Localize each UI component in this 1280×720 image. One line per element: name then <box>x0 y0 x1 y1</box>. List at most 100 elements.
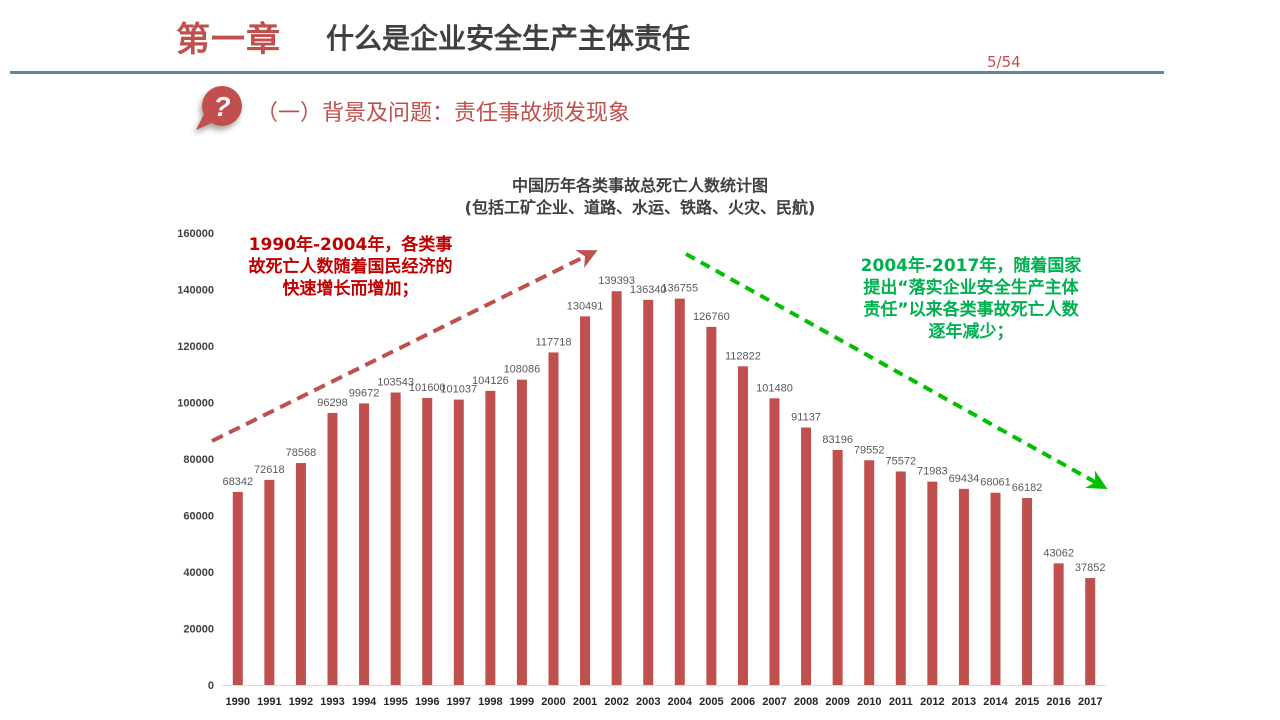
x-tick-label: 2012 <box>920 696 944 708</box>
svg-text:?: ? <box>213 91 230 122</box>
x-tick-label: 1990 <box>226 696 250 708</box>
bar-2007 <box>769 398 780 685</box>
x-tick-label: 1998 <box>478 696 502 708</box>
header-divider <box>10 71 1164 74</box>
data-label: 37852 <box>1075 562 1106 574</box>
chapter-label: 第一章 <box>176 20 281 60</box>
bar-1995 <box>390 392 401 685</box>
x-tick-label: 2011 <box>889 696 913 708</box>
x-tick-label: 2002 <box>604 696 628 708</box>
x-tick-label: 2015 <box>1015 696 1039 708</box>
data-label: 101037 <box>440 384 477 396</box>
data-label: 101480 <box>756 382 793 394</box>
data-label: 104126 <box>472 375 509 387</box>
data-label: 71983 <box>917 466 948 478</box>
x-tick-label: 1993 <box>320 696 344 708</box>
x-tick-label: 2008 <box>794 696 818 708</box>
y-tick-label: 140000 <box>177 285 214 297</box>
data-label: 136340 <box>630 284 667 296</box>
y-tick-label: 40000 <box>183 567 214 579</box>
y-tick-label: 20000 <box>183 624 214 636</box>
chart-subtitle: (包括工矿企业、道路、水运、铁路、火灾、民航) <box>464 198 816 217</box>
chapter-title: 什么是企业安全生产主体责任 <box>326 22 691 55</box>
rising-annotation: 1990年-2004年，各类事故死亡人数随着国民经济的快速增长而增加； <box>248 235 453 299</box>
x-tick-label: 2003 <box>636 696 660 708</box>
bar-2004 <box>674 298 685 685</box>
bar-2016 <box>1053 563 1064 685</box>
data-label: 68342 <box>222 476 253 488</box>
y-tick-label: 100000 <box>177 398 214 410</box>
bar-2008 <box>801 427 812 685</box>
bar-1998 <box>485 390 496 685</box>
data-label: 79552 <box>854 444 885 456</box>
bar-2006 <box>737 366 748 685</box>
data-label: 112822 <box>725 350 761 362</box>
data-label: 108086 <box>504 364 541 376</box>
data-label: 139393 <box>598 275 635 287</box>
x-tick-label: 1994 <box>352 696 377 708</box>
y-tick-label: 60000 <box>183 511 214 523</box>
bar-2014 <box>990 492 1001 685</box>
bar-2001 <box>580 316 591 685</box>
data-label: 117718 <box>536 336 572 348</box>
bar-2010 <box>864 460 875 685</box>
data-label: 83196 <box>822 434 853 446</box>
bar-1993 <box>327 412 338 685</box>
bar-2000 <box>548 352 559 685</box>
bar-1999 <box>516 379 527 685</box>
bar-2017 <box>1085 578 1096 685</box>
data-label: 69434 <box>949 473 980 485</box>
data-label: 101600 <box>409 382 446 394</box>
bar-2011 <box>895 471 906 685</box>
bar-2012 <box>927 481 938 685</box>
x-tick-label: 1992 <box>289 696 313 708</box>
x-tick-label: 2013 <box>952 696 976 708</box>
data-label: 72618 <box>254 464 285 476</box>
data-label: 136755 <box>661 283 698 295</box>
question-bubble-icon: ? <box>196 86 242 130</box>
x-tick-label: 2010 <box>857 696 881 708</box>
x-tick-label: 2006 <box>731 696 755 708</box>
data-label: 78568 <box>286 447 317 459</box>
data-label: 91137 <box>791 412 821 424</box>
x-tick-label: 2016 <box>1046 696 1070 708</box>
x-tick-label: 2014 <box>983 696 1008 708</box>
x-tick-label: 2004 <box>668 696 693 708</box>
bar-1997 <box>453 399 464 685</box>
y-tick-label: 80000 <box>183 454 214 466</box>
y-tick-label: 0 <box>208 680 214 692</box>
data-label: 66182 <box>1012 482 1043 494</box>
x-tick-label: 1997 <box>447 696 471 708</box>
y-tick-label: 160000 <box>177 228 214 240</box>
bar-2003 <box>643 299 654 685</box>
bar-2005 <box>706 326 717 685</box>
data-label: 68061 <box>980 477 1011 489</box>
bar-2002 <box>611 291 622 685</box>
bar-2009 <box>832 449 843 685</box>
x-tick-label: 1996 <box>415 696 439 708</box>
x-tick-label: 2000 <box>541 696 565 708</box>
data-label: 96298 <box>317 397 348 409</box>
data-label: 126760 <box>693 311 730 323</box>
y-tick-label: 120000 <box>177 341 214 353</box>
x-tick-label: 1991 <box>257 696 281 708</box>
x-tick-label: 1995 <box>383 696 407 708</box>
x-tick-label: 1999 <box>510 696 534 708</box>
bar-1996 <box>422 397 433 685</box>
falling-annotation: 2004年-2017年，随着国家提出“落实企业安全生产主体责任”以来各类事故死亡… <box>860 256 1082 342</box>
bar-1994 <box>359 403 370 685</box>
data-label: 75572 <box>885 456 916 468</box>
chart-title: 中国历年各类事故总死亡人数统计图 <box>511 176 768 195</box>
x-tick-label: 2017 <box>1078 696 1102 708</box>
rising-trend-arrow <box>211 250 598 443</box>
section-title: （一）背景及问题：责任事故频发现象 <box>256 101 631 126</box>
data-label: 130491 <box>567 300 604 312</box>
data-label: 43062 <box>1043 547 1074 559</box>
x-tick-label: 2007 <box>762 696 786 708</box>
bar-2013 <box>958 488 969 685</box>
x-tick-label: 2005 <box>699 696 723 708</box>
data-label: 99672 <box>349 387 380 399</box>
page-number: 5/54 <box>987 53 1021 71</box>
x-tick-label: 2001 <box>573 696 597 708</box>
